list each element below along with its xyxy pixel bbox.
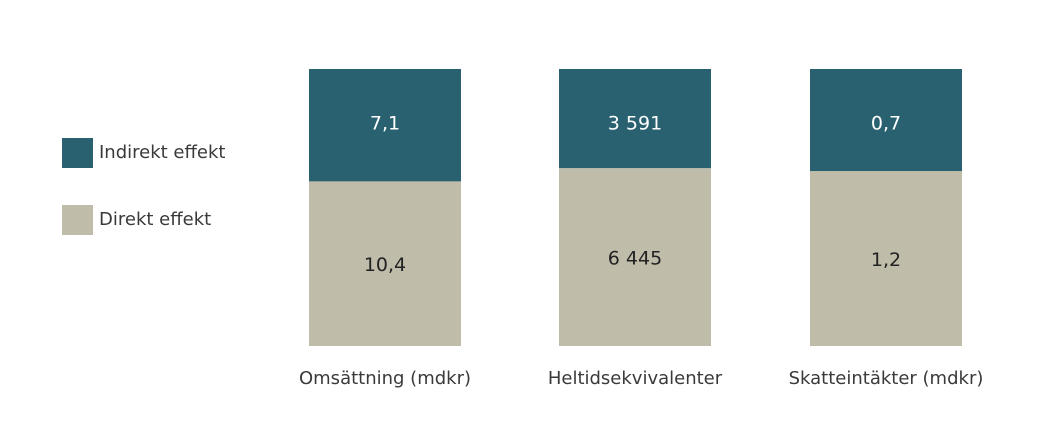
value-label: 6 445 [608, 248, 662, 270]
bar-segment [559, 168, 711, 346]
value-label: 0,7 [871, 113, 901, 135]
legend-swatch [62, 205, 93, 235]
bar-segment [309, 69, 461, 182]
value-label: 1,2 [871, 249, 901, 271]
bar-segment [559, 69, 711, 169]
bar-segment [309, 181, 461, 346]
category-label: Heltidsekvivalenter [548, 368, 723, 389]
value-label: 7,1 [370, 113, 400, 135]
legend-label: Indirekt effekt [99, 142, 225, 163]
category-label: Omsättning (mdkr) [299, 368, 471, 389]
value-label: 3 591 [608, 113, 662, 135]
legend-swatch [62, 138, 93, 168]
category-label: Skatteintäkter (mdkr) [789, 368, 984, 389]
value-label: 10,4 [364, 254, 406, 276]
bar-segment [810, 171, 962, 346]
bar-segment [810, 69, 962, 172]
legend-label: Direkt effekt [99, 209, 211, 230]
